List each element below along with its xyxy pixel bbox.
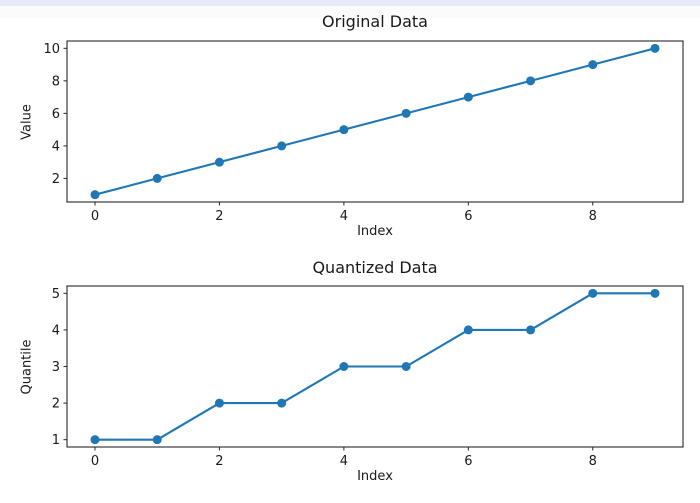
data-point-marker <box>339 362 349 371</box>
data-point-marker <box>526 325 536 335</box>
x-tick-label: 4 <box>340 454 348 469</box>
x-tick-label: 4 <box>340 209 348 224</box>
data-point-marker <box>152 173 162 183</box>
data-line <box>93 47 657 196</box>
y-axis-label-quantile: Quantile <box>19 339 35 395</box>
y-tick-label: 5 <box>52 287 60 302</box>
x-axis-label-index-bottom: Index <box>357 469 393 484</box>
subplot-0: 0 2 4 6 8 2 4 6 8 10 <box>43 40 684 224</box>
data-point-marker <box>277 141 287 151</box>
x-tick-label: 0 <box>91 454 99 469</box>
data-point-marker <box>401 108 411 118</box>
chart-title-quantized: Quantized Data <box>312 258 438 277</box>
data-point-marker <box>214 398 224 408</box>
x-tick-label: 2 <box>215 209 223 224</box>
y-tick-label: 2 <box>52 397 60 412</box>
y-tick-label: 4 <box>52 323 60 338</box>
data-point-marker <box>401 362 411 371</box>
data-point-marker <box>650 288 660 298</box>
data-point-marker <box>463 325 473 335</box>
data-point-marker <box>152 435 162 445</box>
y-tick-label: 6 <box>52 107 60 122</box>
y-tick-label: 3 <box>52 360 60 375</box>
page-background-strip <box>0 0 700 6</box>
data-point-marker <box>90 435 100 445</box>
data-point-marker <box>526 76 536 86</box>
data-point-marker <box>214 157 224 167</box>
y-tick-label: 10 <box>43 42 60 57</box>
x-tick-label: 8 <box>589 454 597 469</box>
data-point-marker <box>277 398 287 408</box>
data-point-marker <box>463 92 473 102</box>
data-point-marker <box>339 125 349 135</box>
x-tick-label: 0 <box>91 209 99 224</box>
data-point-marker <box>650 43 660 53</box>
x-tick-label: 8 <box>589 209 597 224</box>
x-tick-label: 6 <box>464 454 472 469</box>
y-tick-label: 4 <box>52 139 60 154</box>
y-tick-label: 1 <box>52 433 60 448</box>
data-point-marker <box>588 288 598 298</box>
data-point-marker <box>588 60 598 70</box>
data-point-marker <box>90 190 100 200</box>
y-axis-label-value: Value <box>19 104 35 140</box>
x-tick-label: 2 <box>215 454 223 469</box>
x-axis-label-index-top: Index <box>357 224 393 239</box>
axes-spines <box>66 40 684 203</box>
chart-title-original: Original Data <box>322 12 428 31</box>
page-background-fade <box>0 6 700 18</box>
y-tick-label: 8 <box>52 74 60 89</box>
data-line <box>93 292 657 441</box>
y-tick-label: 2 <box>52 172 60 187</box>
subplot-1: 0 2 4 6 8 1 2 3 4 5 <box>52 285 684 469</box>
x-tick-label: 6 <box>464 209 472 224</box>
